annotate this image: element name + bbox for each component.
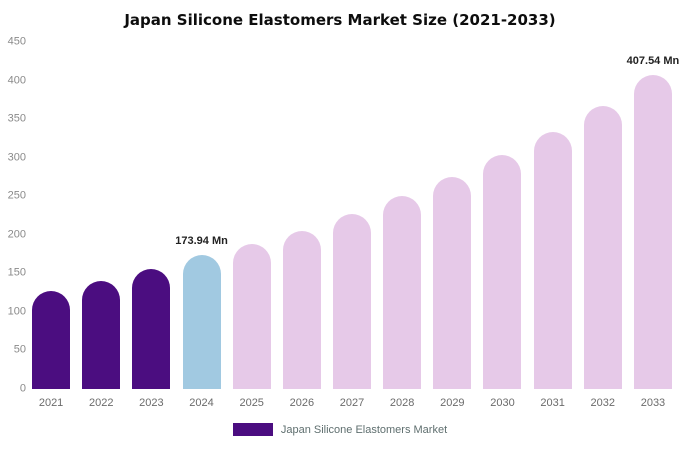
bar-column	[427, 42, 477, 389]
x-tick-label: 2032	[590, 397, 616, 409]
bar	[32, 291, 71, 389]
x-tick-label: 2028	[389, 397, 415, 409]
bar-value-annotation: 407.54 Mn	[626, 54, 680, 67]
bar	[383, 196, 422, 389]
bar-column	[227, 42, 277, 389]
x-tick-label: 2026	[289, 397, 315, 409]
bar-column: 173.94 Mn	[175, 42, 228, 389]
bar-column	[377, 42, 427, 389]
legend: Japan Silicone Elastomers Market	[0, 423, 680, 436]
y-tick-label: 400	[7, 74, 26, 87]
bar	[583, 106, 622, 389]
y-tick-label: 250	[7, 189, 26, 202]
bar	[182, 254, 221, 389]
bar	[82, 281, 121, 389]
y-tick-label: 300	[7, 151, 26, 164]
x-tick-label: 2033	[640, 397, 666, 409]
y-tick-label: 150	[7, 266, 26, 279]
bar-column	[76, 42, 126, 389]
x-tick-label: 2023	[139, 397, 164, 409]
bar-column	[26, 42, 76, 389]
chart-title: Japan Silicone Elastomers Market Size (2…	[124, 11, 556, 29]
bar	[433, 176, 472, 389]
y-tick-label: 350	[7, 112, 26, 125]
bar-column: 407.54 Mn	[626, 42, 680, 389]
bars-area: 173.94 Mn 407.54 Mn	[26, 42, 680, 389]
bar-column	[327, 42, 377, 389]
bar-column	[578, 42, 628, 389]
legend-swatch	[232, 423, 273, 436]
bar	[533, 132, 572, 389]
bar-column	[126, 42, 176, 389]
x-tick-label: 2024	[189, 397, 214, 409]
y-tick-label: 100	[7, 305, 26, 318]
x-tick-label: 2022	[88, 397, 114, 409]
x-tick-label: 2027	[339, 397, 365, 409]
x-tick-label: 2030	[490, 397, 515, 409]
bar	[132, 269, 171, 389]
bar-column	[277, 42, 327, 389]
bar	[483, 155, 522, 389]
x-tick-label: 2029	[440, 397, 465, 409]
bar	[282, 230, 321, 389]
bar-column	[528, 42, 578, 389]
y-tick-label: 0	[19, 382, 26, 395]
bar-column	[477, 42, 527, 389]
x-tick-label: 2021	[38, 397, 64, 409]
x-axis: 2021 2022 2023 2024 2025 2026 2027 2028 2029 2030…	[0, 397, 680, 409]
y-tick-label: 200	[7, 228, 26, 241]
plot-area: 0 50 100 150 200 250 300 350 400 450 173.94 Mn 407…	[0, 36, 680, 394]
y-axis: 0 50 100 150 200 250 300 350 400 450	[0, 36, 26, 394]
bar-value-annotation: 173.94 Mn	[175, 234, 228, 247]
x-tick-label: 2025	[239, 397, 264, 409]
legend-label: Japan Silicone Elastomers Market	[280, 423, 448, 436]
x-tick-label: 2031	[540, 397, 565, 409]
y-tick-label: 450	[7, 35, 26, 48]
bar	[333, 213, 372, 389]
bar	[633, 74, 672, 389]
bar	[232, 244, 271, 389]
y-tick-label: 50	[13, 343, 26, 356]
